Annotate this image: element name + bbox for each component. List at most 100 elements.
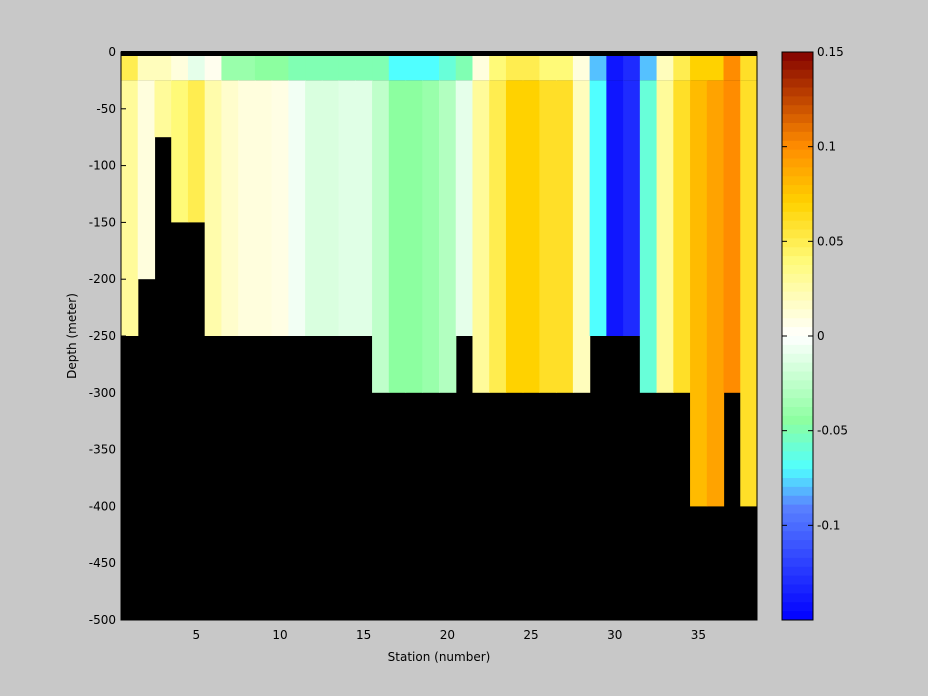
y-tick-label: -150 xyxy=(89,215,116,229)
station-column-5 xyxy=(187,80,206,223)
y-tick-label: -100 xyxy=(89,159,116,173)
station-column-29 xyxy=(589,80,607,337)
station-column-13 xyxy=(321,80,340,337)
colorbar-segment xyxy=(782,336,813,346)
colorbar-segment xyxy=(782,389,813,399)
colorbar-segment xyxy=(782,291,813,301)
surface-cell-38 xyxy=(740,52,758,81)
y-tick-label: -400 xyxy=(89,499,116,513)
station-column-11 xyxy=(288,80,306,337)
colorbar-segment xyxy=(782,513,813,523)
x-tick-label: 10 xyxy=(272,628,287,642)
x-tick-label: 25 xyxy=(523,628,538,642)
colorbar-segment xyxy=(782,273,813,284)
plot-area xyxy=(121,51,758,507)
y-tick-label: -250 xyxy=(89,329,116,343)
station-column-9 xyxy=(254,80,273,337)
station-column-35 xyxy=(690,80,708,507)
station-column-20 xyxy=(439,80,457,393)
surface-cell-6 xyxy=(204,52,223,81)
x-axis-label: Station (number) xyxy=(388,650,491,664)
colorbar-segment xyxy=(782,167,813,177)
colorbar-segment xyxy=(782,131,813,142)
colorbar-segment xyxy=(782,265,813,275)
surface-cell-4 xyxy=(171,52,189,81)
surface-cell-21 xyxy=(455,52,474,81)
y-tick-label: 0 xyxy=(108,45,116,59)
surface-cell-17 xyxy=(388,52,407,81)
surface-cell-5 xyxy=(187,52,206,81)
station-column-37 xyxy=(723,80,741,393)
surface-cell-16 xyxy=(372,52,390,81)
station-column-3 xyxy=(154,80,172,138)
surface-cell-2 xyxy=(137,52,156,81)
station-column-32 xyxy=(639,80,658,393)
colorbar-tick-label: 0 xyxy=(817,329,825,343)
surface-cell-33 xyxy=(656,52,674,81)
colorbar-segment xyxy=(782,158,813,168)
surface-cell-3 xyxy=(154,52,172,81)
colorbar-segment xyxy=(782,531,813,541)
colorbar-segment xyxy=(782,398,813,408)
surface-cell-1 xyxy=(121,52,139,81)
colorbar-segment xyxy=(782,451,813,461)
colorbar-tick-label: 0.1 xyxy=(817,140,836,154)
station-column-14 xyxy=(338,80,356,337)
colorbar-segment xyxy=(782,344,813,355)
colorbar-segment xyxy=(782,238,813,248)
station-column-33 xyxy=(656,80,674,393)
surface-cell-24 xyxy=(505,52,524,81)
colorbar-segment xyxy=(782,96,813,106)
x-tick-label: 15 xyxy=(356,628,371,642)
surface-cell-27 xyxy=(556,52,574,81)
surface-cell-30 xyxy=(606,52,624,81)
colorbar-ticks: 0.15 0.1 0.05 0 -0.05 -0.1 xyxy=(782,45,848,532)
station-column-16 xyxy=(372,80,390,393)
colorbar-segment xyxy=(782,415,813,426)
surface-cell-26 xyxy=(539,52,557,81)
station-column-31 xyxy=(623,80,641,337)
colorbar-segment xyxy=(782,353,813,364)
colorbar-segment xyxy=(782,602,813,612)
colorbar-segment xyxy=(782,380,813,390)
station-column-6 xyxy=(204,80,223,337)
surface-cell-35 xyxy=(690,52,708,81)
colorbar-segment xyxy=(782,78,813,88)
station-column-25 xyxy=(522,80,541,393)
y-axis-ticks: 0 -50 -100 -150 -200 -250 -300 -350 -400 -450 -500 xyxy=(89,45,126,627)
surface-cell-14 xyxy=(338,52,356,81)
surface-cell-8 xyxy=(238,52,256,81)
station-column-34 xyxy=(673,80,691,393)
y-tick-label: -200 xyxy=(89,272,116,286)
station-column-24 xyxy=(505,80,524,393)
station-column-7 xyxy=(221,80,239,337)
colorbar-segment xyxy=(782,584,813,594)
x-tick-label: 5 xyxy=(192,628,200,642)
y-tick-label: -350 xyxy=(89,443,116,457)
colorbar-segment xyxy=(782,566,813,577)
colorbar-segment xyxy=(782,185,813,195)
surface-cell-10 xyxy=(271,52,289,81)
colorbar-segment xyxy=(782,318,813,328)
colorbar-segment xyxy=(782,256,813,266)
x-tick-label: 20 xyxy=(440,628,455,642)
station-column-36 xyxy=(706,80,725,507)
colorbar-segment xyxy=(782,60,813,71)
station-column-19 xyxy=(422,80,440,393)
colorbar-segment xyxy=(782,87,813,97)
colorbar-segment xyxy=(782,549,813,559)
y-axis-label: Depth (meter) xyxy=(65,293,79,379)
surface-cell-28 xyxy=(572,52,591,81)
station-column-2 xyxy=(137,80,156,280)
y-tick-label: -300 xyxy=(89,386,116,400)
colorbar-segment xyxy=(782,575,813,585)
surface-cell-20 xyxy=(439,52,457,81)
colorbar-segment xyxy=(782,202,813,213)
surface-cell-12 xyxy=(305,52,323,81)
y-tick-label: -500 xyxy=(89,613,116,627)
colorbar-segment xyxy=(782,211,813,222)
station-column-8 xyxy=(238,80,256,337)
colorbar-segment xyxy=(782,282,813,293)
colorbar-segment xyxy=(782,442,813,452)
